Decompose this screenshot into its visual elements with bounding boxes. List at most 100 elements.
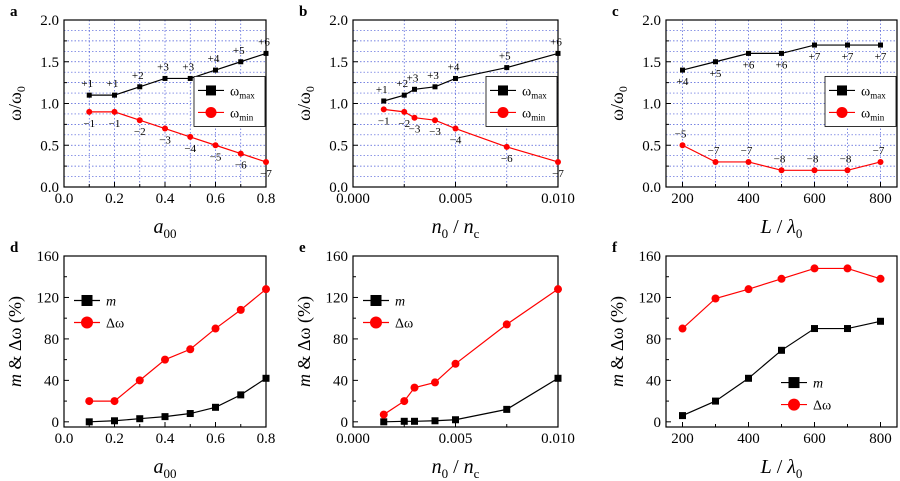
x-tick-label: 400 <box>737 191 760 207</box>
point-annotation: −2 <box>398 118 410 130</box>
legend: ωmax ωmin <box>824 76 897 127</box>
y-tick-label: 160 <box>639 249 662 265</box>
panel-letter: b <box>299 4 307 20</box>
data-point <box>111 417 118 425</box>
data-point <box>187 133 194 140</box>
x-tick-label: 0.000 <box>336 191 370 207</box>
legend-marker <box>788 398 800 411</box>
x-tick-label: 0.010 <box>541 431 575 447</box>
y-tick-label: 0.0 <box>329 180 348 196</box>
data-point <box>262 285 270 294</box>
point-annotation: +2 <box>396 78 408 90</box>
data-point <box>554 374 562 382</box>
data-point <box>843 264 852 273</box>
data-point <box>136 415 144 423</box>
data-point <box>161 355 169 364</box>
series-line <box>383 377 559 423</box>
point-annotation: +3 <box>427 70 439 82</box>
x-tick-label: 0.4 <box>156 431 175 447</box>
x-tick-label: 0.8 <box>257 191 276 207</box>
x-tick-label: 0.005 <box>439 191 473 207</box>
legend-label: Δω <box>813 399 831 414</box>
data-point <box>213 67 218 73</box>
point-annotation: +5 <box>710 68 722 80</box>
legend-label: ωmin <box>522 106 546 122</box>
point-annotation: +4 <box>677 76 689 88</box>
y-tick-label: 1.0 <box>40 97 59 113</box>
x-tick-label: 0.2 <box>105 191 124 207</box>
data-point <box>452 416 459 424</box>
legend-label: ωmin <box>861 106 885 122</box>
data-point <box>237 391 245 399</box>
panel-e: 0.000 0.005 0.010 0 40 80 120 160 e m & Δω (%) n0 … <box>294 240 575 481</box>
point-annotation: −3 <box>409 124 421 136</box>
legend-box <box>193 76 266 127</box>
data-point <box>680 67 685 73</box>
point-annotation: +6 <box>743 59 755 71</box>
data-point <box>400 397 409 406</box>
data-point <box>502 320 511 329</box>
legend-marker <box>788 377 800 389</box>
y-axis-title: m & Δω (%) <box>5 296 26 387</box>
data-point <box>778 346 785 354</box>
data-point <box>112 92 117 98</box>
data-point <box>110 397 119 406</box>
panel-c: 200 400 600 800 0.0 0.5 1.0 1.5 2.0 c ω/ω0 L / λ0 +4… <box>607 4 898 241</box>
data-point <box>432 84 438 90</box>
data-point <box>401 92 407 98</box>
y-tick-label: 1.5 <box>329 55 348 71</box>
y-tick-label: 160 <box>326 249 349 265</box>
data-point <box>452 125 459 132</box>
data-point <box>876 274 885 283</box>
data-point <box>554 285 562 294</box>
point-annotation: +6 <box>550 36 562 48</box>
legend: m Δω <box>74 294 124 331</box>
legend-marker <box>370 294 382 306</box>
y-tick-label: 0.0 <box>40 180 59 196</box>
series-second: −1 −1 −2 −3 −4 −5 −6 −7 <box>83 108 272 180</box>
legend-marker <box>837 85 847 96</box>
data-point <box>263 50 269 56</box>
data-point <box>162 125 168 132</box>
data-point <box>379 410 388 419</box>
point-annotation: +4 <box>448 61 460 73</box>
point-annotation: +3 <box>182 61 194 73</box>
point-annotation: +7 <box>842 51 854 63</box>
x-axis-title: a00 <box>154 456 177 481</box>
data-point <box>86 92 92 98</box>
legend-label: m <box>395 294 405 309</box>
point-annotation: −7 <box>708 145 720 157</box>
series-second <box>85 285 270 406</box>
data-point <box>236 305 245 314</box>
data-point <box>86 108 93 115</box>
point-annotation: −4 <box>184 143 196 155</box>
x-tick-label: 0.0 <box>55 191 74 207</box>
point-annotation: −5 <box>210 151 222 163</box>
grid <box>353 20 558 187</box>
data-point <box>877 317 884 325</box>
data-point <box>411 417 418 425</box>
data-point <box>779 50 784 56</box>
data-point <box>135 376 144 385</box>
y-tick-label: 1.5 <box>40 55 59 71</box>
series-line <box>383 288 559 416</box>
data-point <box>412 86 417 92</box>
data-point <box>238 59 244 65</box>
y-tick-label: 0 <box>341 415 349 431</box>
x-tick-label: 0.6 <box>206 191 225 207</box>
point-annotation: +6 <box>776 59 788 71</box>
legend-marker <box>81 294 93 306</box>
legend: m Δω <box>781 377 831 414</box>
point-annotation: −8 <box>807 153 819 165</box>
x-tick-label: 800 <box>869 431 892 447</box>
data-point <box>400 417 408 425</box>
legend-label: Δω <box>106 316 124 331</box>
y-tick-label: 80 <box>333 332 348 348</box>
data-point <box>712 158 719 165</box>
point-annotation: −6 <box>235 160 247 172</box>
point-annotation: −1 <box>378 115 390 127</box>
plot-frame <box>352 255 559 428</box>
point-annotation: −6 <box>501 153 513 165</box>
x-axis-title: a00 <box>154 216 177 241</box>
x-tick-label: 800 <box>869 191 892 207</box>
